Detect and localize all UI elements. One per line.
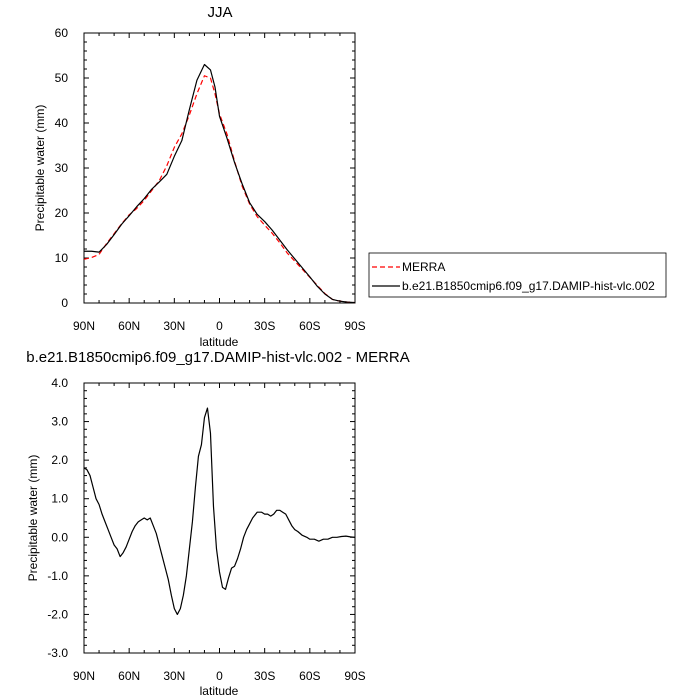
top-chart-y-axis-label: Precipitable water (mm) [33, 105, 47, 232]
legend-frame [368, 252, 667, 298]
bottom-chart-y-tick-label: -3.0 [47, 646, 68, 660]
bottom-chart-title: b.e21.B1850cmip6.f09_g17.DAMIP-hist-vlc.… [26, 349, 410, 366]
bottom-chart-y-tick-label: 2.0 [51, 453, 68, 467]
top-chart-y-tick-label: 10 [55, 251, 69, 265]
top-chart-y-tick-label: 40 [55, 116, 69, 130]
top-chart-x-tick-label: 60N [118, 319, 140, 333]
top-chart-series-line-1 [84, 63, 356, 304]
bottom-chart-y-tick-label: -2.0 [47, 607, 68, 621]
bottom-chart-y-tick-label: 1.0 [51, 492, 68, 506]
bottom-chart-x-tick-label: 60N [118, 669, 140, 683]
bottom-chart-x-tick-label: 30S [254, 669, 275, 683]
bottom-chart-y-tick-label: 0.0 [51, 530, 68, 544]
bottom-chart-y-tick-label: 4.0 [51, 376, 68, 390]
top-chart-title: JJA [207, 4, 232, 21]
top-chart-y-tick-label: 60 [55, 26, 69, 40]
bottom-chart-series-line-0 [83, 407, 356, 616]
top-chart-x-tick-label: 0 [216, 319, 223, 333]
top-chart-x-axis-label: latitude [200, 335, 239, 349]
bottom-chart-x-tick-label: 90N [73, 669, 95, 683]
legend-label-model: b.e21.B1850cmip6.f09_g17.DAMIP-hist-vlc.… [402, 279, 655, 293]
bottom-chart-x-tick-label: 90S [344, 669, 365, 683]
top-chart-x-tick-label: 60S [299, 319, 320, 333]
bottom-chart-x-tick-label: 30N [163, 669, 185, 683]
bottom-chart-x-axis-label: latitude [200, 684, 239, 698]
bottom-chart-panel: b.e21.B1850cmip6.f09_g17.DAMIP-hist-vlc.… [26, 349, 410, 698]
bottom-chart-y-tick-label: -1.0 [47, 569, 68, 583]
top-chart-series [83, 63, 356, 304]
top-chart-y-tick-label: 0 [61, 296, 68, 310]
bottom-chart-x-tick-label: 0 [216, 669, 223, 683]
top-chart-x-tick-label: 90S [344, 319, 365, 333]
top-chart-y-tick-label: 50 [55, 71, 69, 85]
top-chart-panel: JJA Precipitable water (mm) latitude 90N… [33, 4, 366, 349]
top-chart-y-tick-label: 20 [55, 206, 69, 220]
legend-label-merra: MERRA [402, 260, 445, 274]
top-chart-series-line-0 [83, 75, 356, 304]
bottom-chart-y-tick-label: 3.0 [51, 415, 68, 429]
top-chart-x-tick-label: 30N [163, 319, 185, 333]
bottom-chart-series [83, 407, 356, 616]
legend: MERRA b.e21.B1850cmip6.f09_g17.DAMIP-his… [368, 252, 667, 298]
bottom-chart-y-axis-label: Precipitable water (mm) [26, 455, 40, 582]
top-chart-x-tick-label: 90N [73, 319, 95, 333]
top-chart-y-tick-label: 30 [55, 161, 69, 175]
bottom-chart-x-tick-label: 60S [299, 669, 320, 683]
top-chart-ticks: 90N 60N 30N 0 30S 60S 90S 0 10 20 30 40 50 60 [55, 26, 366, 333]
top-chart-plot-frame [83, 32, 356, 304]
top-chart-x-tick-label: 30S [254, 319, 275, 333]
bottom-chart-plot-frame [83, 382, 356, 654]
bottom-chart-ticks: 90N 60N 30N 0 30S 60S 90S 4.0 3.0 2.0 1.0 0.0 -1.0 -2… [47, 376, 365, 683]
